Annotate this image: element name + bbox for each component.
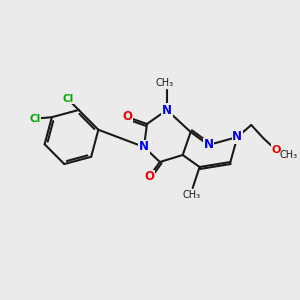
Text: CH₃: CH₃ [156,78,174,88]
Text: O: O [144,170,154,184]
Text: N: N [162,103,172,116]
Text: N: N [232,130,242,143]
Text: O: O [272,145,281,155]
Text: Cl: Cl [29,114,40,124]
Text: Cl: Cl [63,94,74,103]
Text: CH₃: CH₃ [183,190,201,200]
Text: N: N [203,139,214,152]
Text: N: N [139,140,149,154]
Text: CH₃: CH₃ [280,150,298,160]
Text: O: O [122,110,132,124]
